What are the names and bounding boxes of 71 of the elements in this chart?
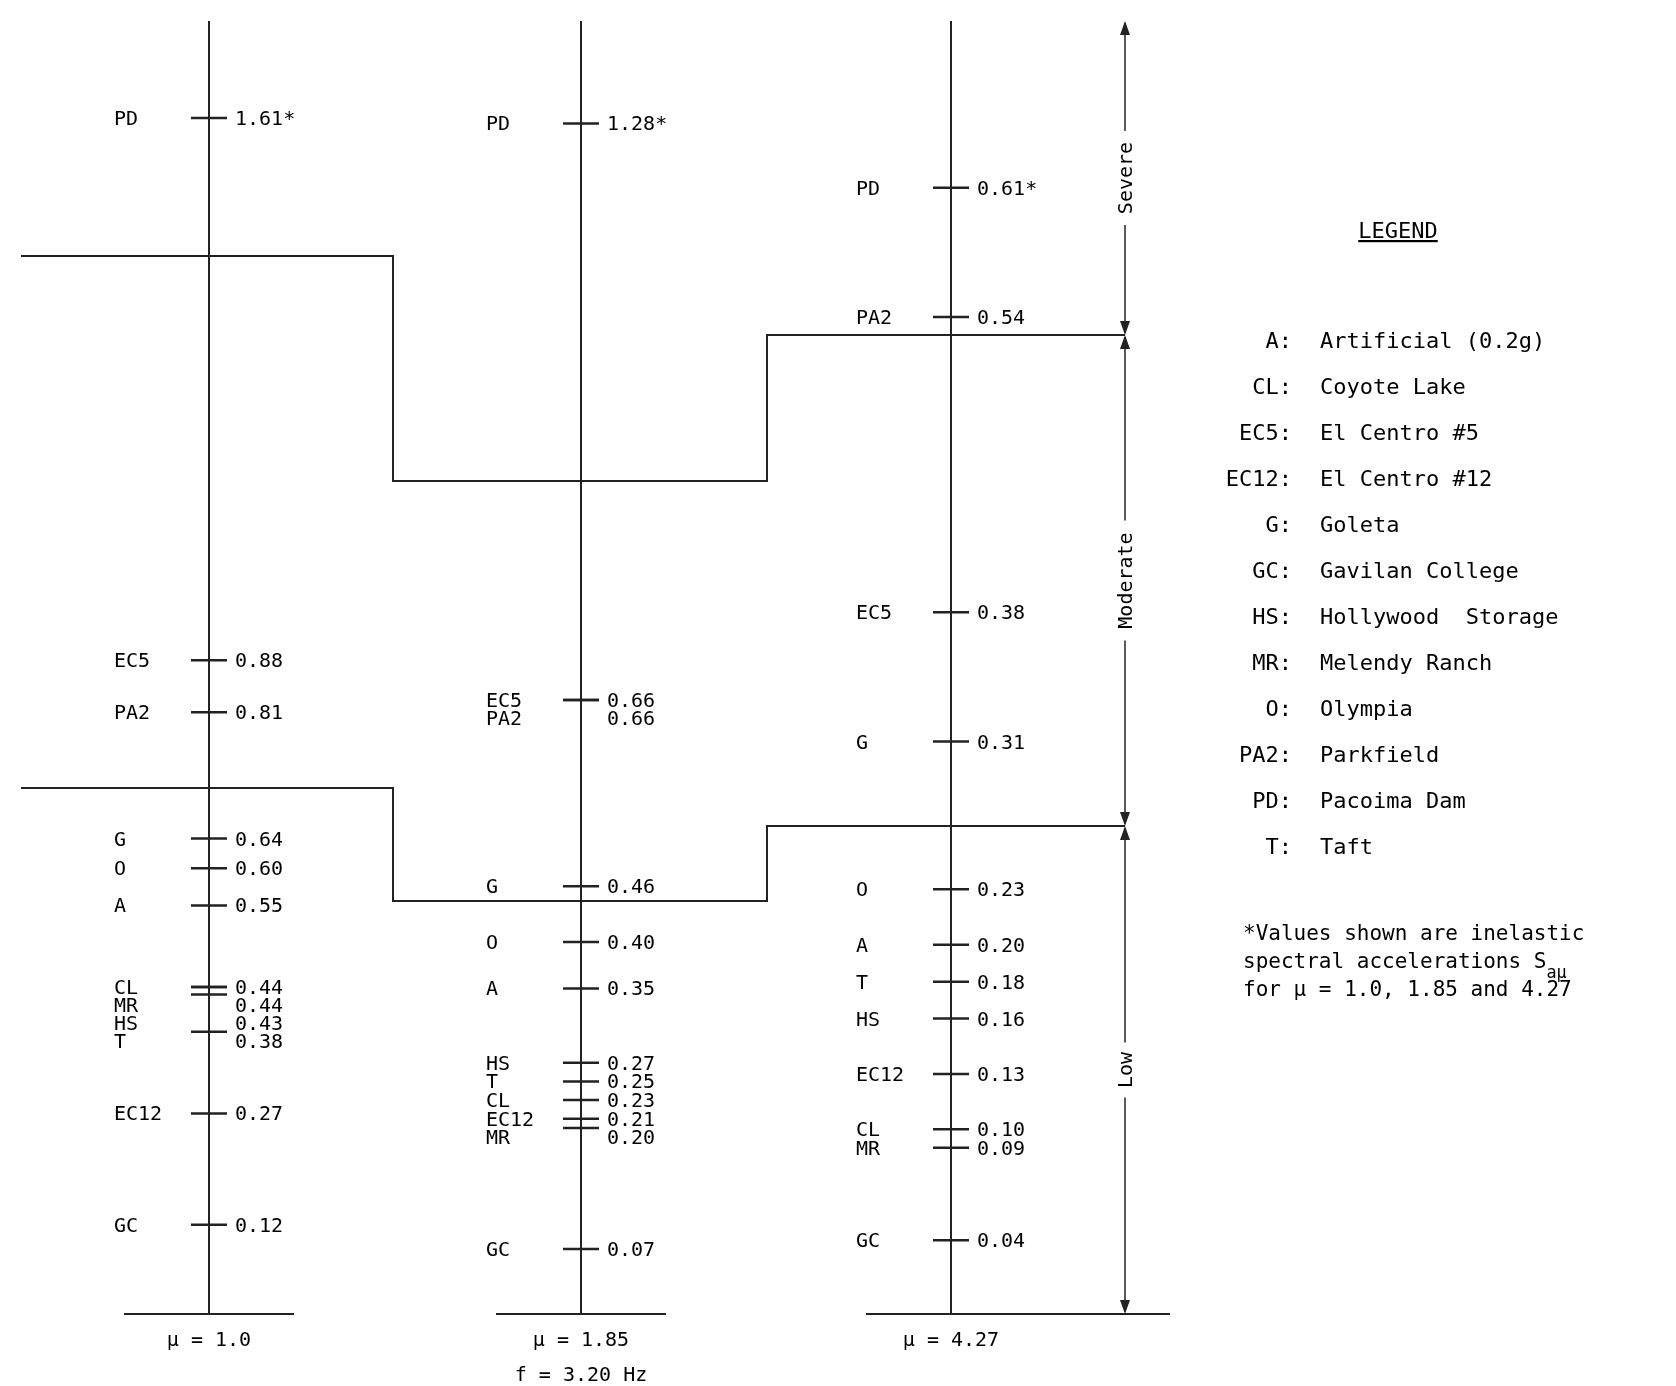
text: μ = 1.0 xyxy=(166,1327,252,1351)
data-label: 0.16 xyxy=(977,1006,1026,1031)
data-label: 0.64 xyxy=(235,826,284,851)
data-label: 1.61* xyxy=(235,105,296,130)
data-label: 0.38 xyxy=(235,1029,284,1054)
data-label: 0.66 xyxy=(607,706,656,731)
text: *Values shown are inelastic spectral accelerations S$_{aμ}$ for μ = 1.0, 1.85 and 4.27 xyxy=(1243,921,1585,1001)
category-label: PA2 xyxy=(486,706,523,731)
data-label: 0.81 xyxy=(235,700,284,725)
data-label: 0.18 xyxy=(977,969,1026,994)
text: Moderate xyxy=(1113,532,1137,629)
text: μ = 4.27 xyxy=(902,1327,1000,1351)
category-label: PD xyxy=(114,105,139,130)
text: MR: Melendy Ranch xyxy=(1252,650,1493,675)
text: PA2: Parkfield xyxy=(1239,742,1440,767)
text: Low xyxy=(1113,1050,1137,1089)
data-label: 0.13 xyxy=(977,1061,1026,1086)
category-label: O xyxy=(856,877,869,902)
category-label: EC12 xyxy=(114,1101,163,1126)
data-label: 0.46 xyxy=(607,874,656,899)
text: O: Olympia xyxy=(1265,696,1413,721)
data-label: 0.20 xyxy=(977,932,1026,957)
category-label: PA2 xyxy=(114,700,151,725)
data-label: 0.31 xyxy=(977,729,1026,754)
category-label: HS xyxy=(856,1006,881,1031)
category-label: G xyxy=(486,874,499,899)
data-label: 0.07 xyxy=(607,1236,656,1261)
category-label: G xyxy=(856,729,869,754)
category-label: PA2 xyxy=(856,304,893,329)
data-label: 0.27 xyxy=(235,1101,284,1126)
category-label: PD xyxy=(486,111,511,136)
category-label: A xyxy=(856,932,869,957)
category-label: O xyxy=(486,929,499,954)
category-label: A xyxy=(114,893,127,918)
text: CL: Coyote Lake xyxy=(1252,374,1466,399)
text: PD: Pacoima Dam xyxy=(1252,788,1466,813)
category-label: GC xyxy=(486,1236,511,1261)
category-label: GC xyxy=(114,1212,139,1237)
text: Severe xyxy=(1113,141,1137,215)
data-label: 0.12 xyxy=(235,1212,284,1237)
category-label: G xyxy=(114,826,127,851)
data-label: 0.35 xyxy=(607,976,656,1001)
data-label: 0.55 xyxy=(235,893,284,918)
text: EC12: El Centro #12 xyxy=(1225,466,1493,491)
data-label: 0.60 xyxy=(235,856,284,881)
category-label: T xyxy=(114,1029,127,1054)
text: GC: Gavilan College xyxy=(1252,558,1519,583)
data-label: 0.38 xyxy=(977,600,1026,625)
data-label: 0.04 xyxy=(977,1228,1026,1253)
text: G: Goleta xyxy=(1265,512,1400,537)
category-label: EC5 xyxy=(856,600,893,625)
data-label: 1.28* xyxy=(607,111,668,136)
text: μ = 1.85 xyxy=(532,1327,630,1351)
text: EC5: El Centro #5 xyxy=(1239,420,1479,445)
category-label: EC12 xyxy=(856,1061,905,1086)
text: A: Artificial (0.2g) xyxy=(1265,328,1546,353)
category-label: O xyxy=(114,856,127,881)
text: LEGEND xyxy=(1358,218,1438,243)
text: T: Taft xyxy=(1265,834,1373,859)
category-label: A xyxy=(486,976,499,1001)
data-label: 0.88 xyxy=(235,648,284,673)
data-label: 0.54 xyxy=(977,304,1026,329)
text: f = 3.20 Hz xyxy=(514,1362,648,1386)
data-label: 0.40 xyxy=(607,929,656,954)
category-label: T xyxy=(856,969,869,994)
text: HS: Hollywood Storage xyxy=(1252,604,1559,629)
category-label: EC5 xyxy=(114,648,151,673)
data-label: 0.23 xyxy=(977,877,1026,902)
category-label: GC xyxy=(856,1228,881,1253)
category-label: PD xyxy=(856,175,881,200)
data-label: 0.61* xyxy=(977,175,1038,200)
